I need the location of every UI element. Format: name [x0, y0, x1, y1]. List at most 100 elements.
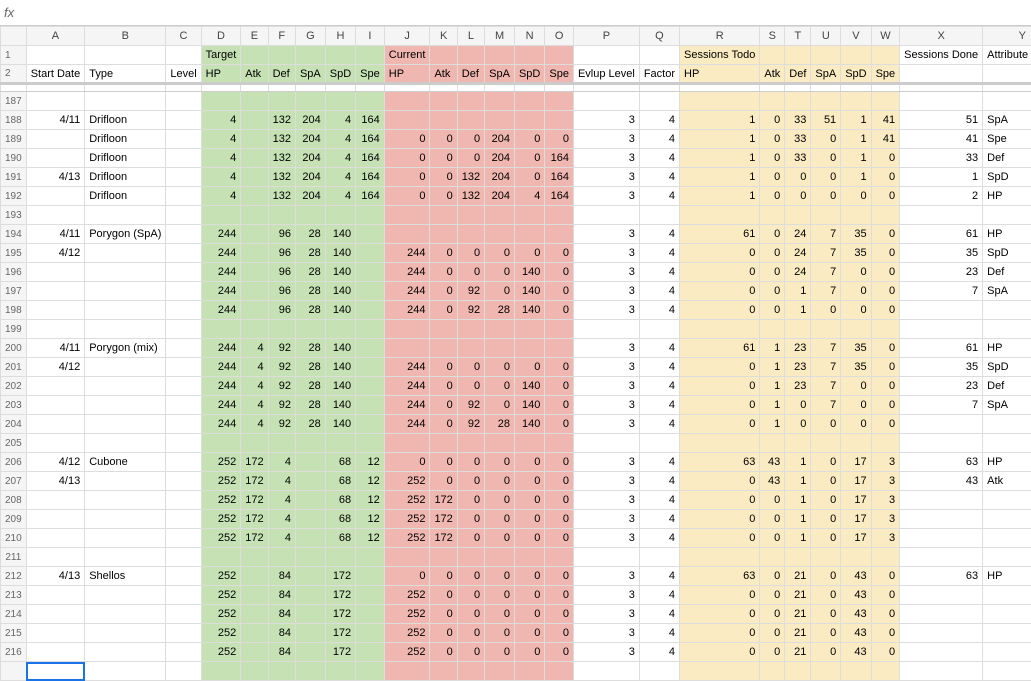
row-header-200[interactable]: 200 [1, 339, 27, 358]
cell-tgt[interactable]: 4 [241, 415, 268, 434]
cell-factor[interactable]: 4 [639, 605, 679, 624]
row-header-211[interactable]: 211 [1, 548, 27, 567]
cell-type[interactable] [85, 92, 166, 111]
row-header-214[interactable]: 214 [1, 605, 27, 624]
cell-tgt[interactable] [295, 472, 325, 491]
cell-tgt[interactable]: 28 [295, 301, 325, 320]
cell-sessions-done[interactable] [900, 434, 983, 453]
cell-todo[interactable]: 1 [785, 282, 811, 301]
cell-factor[interactable]: 4 [639, 187, 679, 206]
cell-date[interactable]: 4/11 [26, 339, 85, 358]
cell-tgt[interactable]: 68 [325, 510, 355, 529]
cell-cur[interactable]: 0 [485, 377, 515, 396]
cell-todo[interactable]: 0 [841, 415, 871, 434]
formula-bar[interactable]: fx [0, 0, 1031, 26]
cell-level[interactable] [166, 396, 201, 415]
cell[interactable] [900, 65, 983, 84]
row-header-195[interactable]: 195 [1, 244, 27, 263]
cell-factor[interactable]: 4 [639, 377, 679, 396]
cell-todo[interactable] [811, 206, 841, 225]
cell-attribute-done[interactable]: Def [983, 149, 1031, 168]
col-header-C[interactable]: C [166, 27, 201, 46]
cell-cur[interactable] [457, 434, 484, 453]
cell-cur[interactable]: 140 [514, 396, 544, 415]
cell-level[interactable] [166, 491, 201, 510]
cell-tgt[interactable]: 28 [295, 396, 325, 415]
cell-tgt[interactable] [295, 320, 325, 339]
cell-tgt[interactable]: 252 [201, 491, 241, 510]
cell-attribute-done[interactable] [983, 301, 1031, 320]
cell-todo[interactable]: 33 [785, 130, 811, 149]
cell-type[interactable] [85, 263, 166, 282]
cell-tgt[interactable]: 4 [201, 111, 241, 130]
cell-cur[interactable] [384, 434, 430, 453]
cell-tgt[interactable]: 252 [201, 605, 241, 624]
row-header-190[interactable]: 190 [1, 149, 27, 168]
cell-cur[interactable] [384, 206, 430, 225]
cell-todo[interactable]: 1 [785, 472, 811, 491]
cell-factor[interactable]: 4 [639, 396, 679, 415]
cell[interactable] [760, 46, 785, 65]
cell-cur[interactable]: 0 [545, 586, 574, 605]
cell-cur[interactable] [545, 434, 574, 453]
cell-sessions-done[interactable]: 35 [900, 244, 983, 263]
cell-todo[interactable]: 41 [871, 130, 900, 149]
cell-date[interactable] [26, 415, 85, 434]
cell-factor[interactable]: 4 [639, 168, 679, 187]
cell-sessions-done[interactable] [900, 605, 983, 624]
cell-date[interactable] [26, 434, 85, 453]
cell-todo[interactable]: 43 [760, 453, 785, 472]
cell-tgt[interactable]: 4 [325, 149, 355, 168]
col-header-I[interactable]: I [356, 27, 385, 46]
cell-todo[interactable]: 1 [760, 339, 785, 358]
cell-tgt[interactable] [268, 320, 295, 339]
cell-tgt[interactable]: 4 [325, 111, 355, 130]
cell-attribute-done[interactable]: SpD [983, 358, 1031, 377]
cell-tgt[interactable] [295, 624, 325, 643]
cell-date[interactable] [26, 130, 85, 149]
cell-level[interactable] [166, 111, 201, 130]
cell-todo[interactable]: 0 [680, 396, 760, 415]
cell-tgt[interactable] [241, 567, 268, 586]
cell-todo[interactable]: 1 [841, 168, 871, 187]
cell-tgt[interactable]: 204 [295, 187, 325, 206]
cell-tgt[interactable]: 12 [356, 510, 385, 529]
cell-cur[interactable] [514, 548, 544, 567]
cell-tgt[interactable]: 172 [241, 529, 268, 548]
cell-todo[interactable] [841, 92, 871, 111]
cell-type[interactable]: Drifloon [85, 149, 166, 168]
cell-tgt[interactable]: 92 [268, 396, 295, 415]
cell-type[interactable]: Cubone [85, 453, 166, 472]
cell-tgt[interactable]: 4 [201, 187, 241, 206]
cell-todo[interactable]: 0 [871, 605, 900, 624]
cell-sessions-done[interactable] [900, 510, 983, 529]
cell-todo[interactable]: 0 [760, 529, 785, 548]
cell-cur[interactable]: 0 [430, 472, 457, 491]
cell-cur[interactable] [485, 225, 515, 244]
cell-tgt[interactable]: 140 [325, 396, 355, 415]
cell-cur[interactable] [457, 339, 484, 358]
cell-todo[interactable]: 0 [811, 168, 841, 187]
cell-todo[interactable]: 17 [841, 472, 871, 491]
row-header-2[interactable]: 2 [1, 65, 27, 84]
cell-type[interactable]: Drifloon [85, 130, 166, 149]
cell-type[interactable] [85, 282, 166, 301]
cell-todo[interactable]: 1 [785, 453, 811, 472]
cell-cur[interactable]: 204 [485, 187, 515, 206]
cell-tgt[interactable]: 172 [241, 491, 268, 510]
cell-cur[interactable] [384, 320, 430, 339]
cell-todo[interactable]: 43 [841, 586, 871, 605]
cell-sessions-done[interactable] [900, 320, 983, 339]
cell-todo[interactable]: 0 [680, 529, 760, 548]
cell-type[interactable] [85, 472, 166, 491]
cell-factor[interactable] [639, 320, 679, 339]
cell-todo[interactable]: 0 [871, 225, 900, 244]
cell-tgt[interactable]: 4 [241, 396, 268, 415]
cell-evlup[interactable]: 3 [573, 529, 639, 548]
cell-tgt[interactable] [241, 92, 268, 111]
cell[interactable] [983, 65, 1031, 84]
cell-tgt[interactable] [241, 111, 268, 130]
cell[interactable] [811, 662, 841, 681]
col-header-G[interactable]: G [295, 27, 325, 46]
cell-todo[interactable]: 23 [785, 377, 811, 396]
